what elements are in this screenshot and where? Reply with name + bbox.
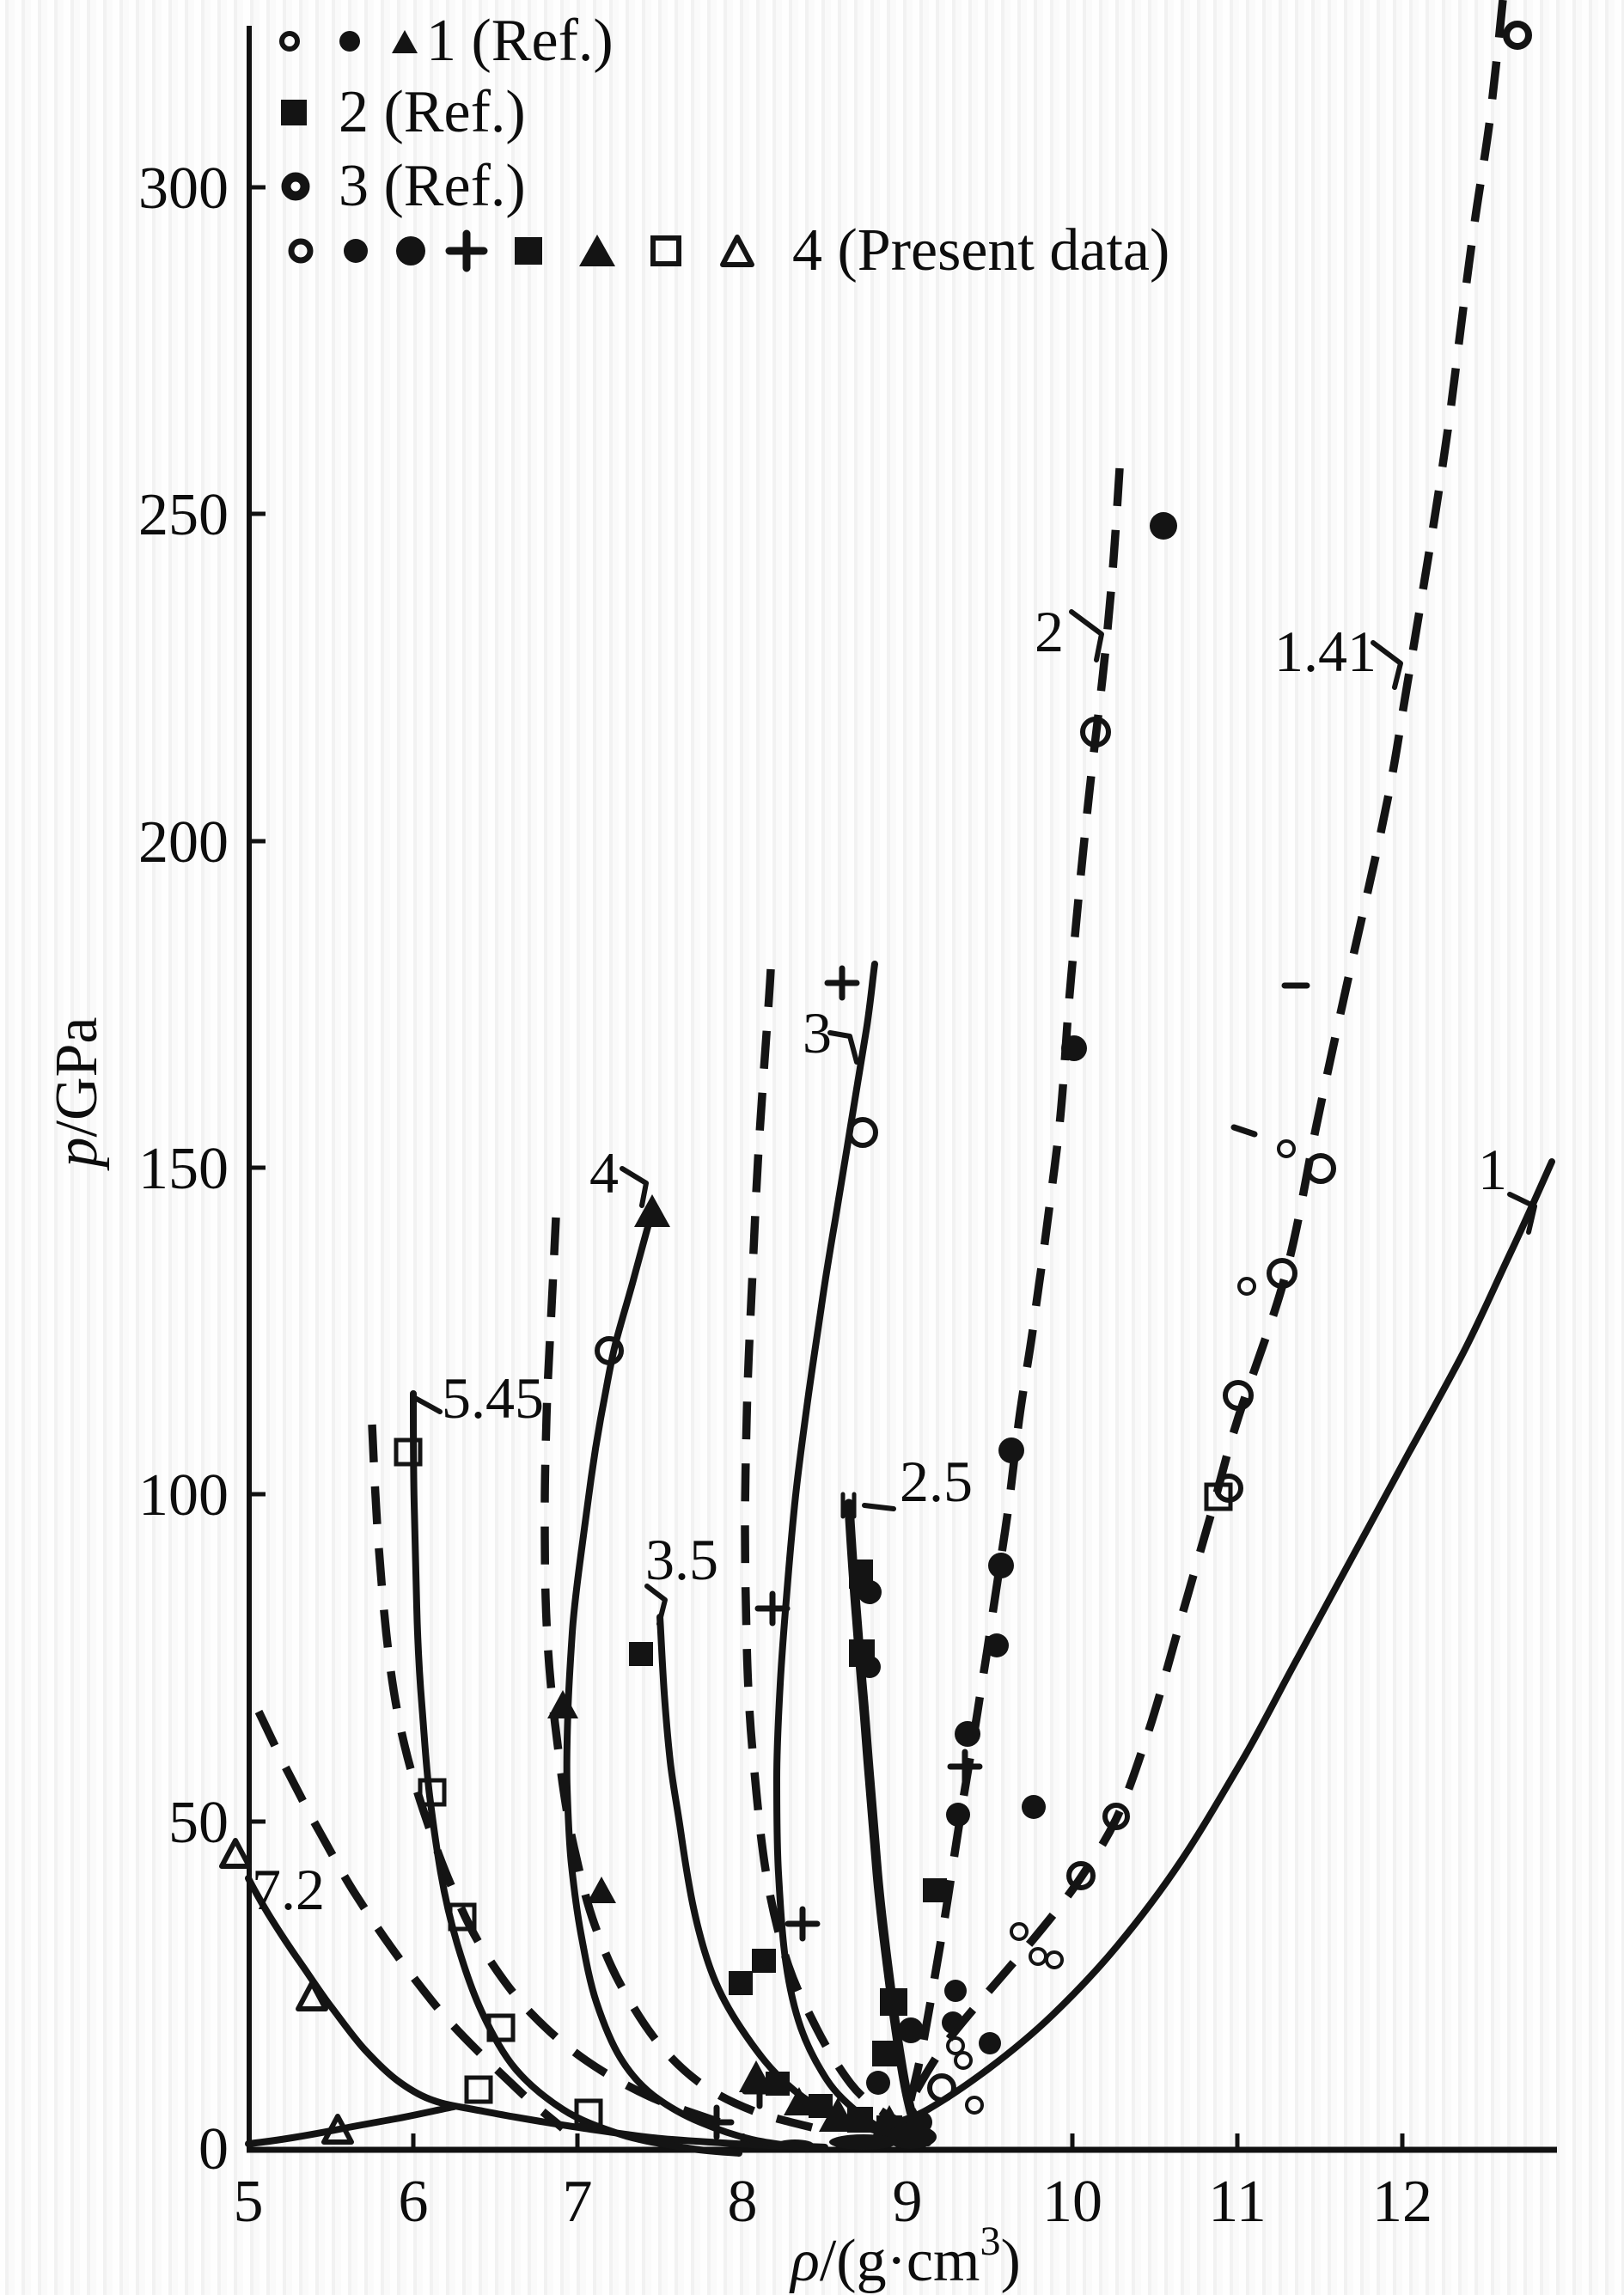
svg-text:50: 50 <box>168 1790 229 1856</box>
svg-text:100: 100 <box>138 1462 229 1529</box>
svg-text:4 (Present data): 4 (Present data) <box>792 217 1169 284</box>
svg-text:300: 300 <box>138 156 229 222</box>
svg-text:3: 3 <box>803 1000 832 1065</box>
svg-text:5: 5 <box>234 2169 264 2235</box>
svg-text:1 (Ref.): 1 (Ref.) <box>426 8 614 74</box>
svg-text:0: 0 <box>198 2116 229 2182</box>
svg-text:1.41: 1.41 <box>1274 619 1377 684</box>
svg-text:200: 200 <box>138 809 229 876</box>
svg-text:250: 250 <box>138 482 229 548</box>
svg-text:9: 9 <box>893 2169 923 2235</box>
svg-text:8: 8 <box>728 2169 758 2235</box>
svg-text:6: 6 <box>399 2169 429 2235</box>
svg-text:7.2: 7.2 <box>252 1857 325 1922</box>
svg-text:2.5: 2.5 <box>900 1449 973 1514</box>
svg-text:2: 2 <box>1035 599 1064 664</box>
svg-text:11: 11 <box>1208 2169 1266 2235</box>
svg-text:3 (Ref.): 3 (Ref.) <box>339 153 526 219</box>
svg-text:10: 10 <box>1042 2169 1102 2235</box>
svg-text:12: 12 <box>1372 2169 1432 2235</box>
svg-text:5.45: 5.45 <box>442 1365 544 1431</box>
svg-text:p/GPa: p/GPa <box>44 1017 110 1172</box>
svg-text:2 (Ref.): 2 (Ref.) <box>339 79 526 145</box>
svg-text:150: 150 <box>138 1136 229 1202</box>
svg-text:1: 1 <box>1478 1137 1507 1202</box>
svg-text:7: 7 <box>563 2169 593 2235</box>
svg-text:4: 4 <box>589 1140 619 1205</box>
svg-text:3.5: 3.5 <box>645 1527 718 1592</box>
